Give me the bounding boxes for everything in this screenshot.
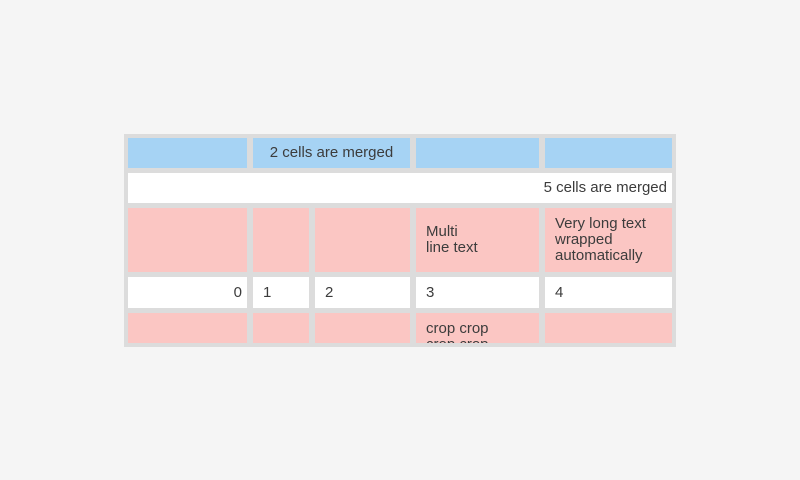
table-cell-r4-c0[interactable] bbox=[128, 313, 247, 343]
table-cell-r3-c2[interactable]: 2 bbox=[315, 277, 410, 308]
table-cell-r4-c1[interactable] bbox=[253, 313, 309, 343]
table-cell-r0-merged-c1-c2[interactable]: 2 cells are merged bbox=[253, 138, 410, 168]
table-cell-r2-c4-wrapped[interactable]: Very long text wrapped automatically bbox=[545, 208, 672, 272]
table-cell-r2-c1[interactable] bbox=[253, 208, 309, 272]
table-grid: 2 cells are merged 5 cells are merged Mu… bbox=[128, 138, 672, 343]
table-cell-r2-c3-multiline[interactable]: Multi line text bbox=[416, 208, 539, 272]
table-cell-r3-c3[interactable]: 3 bbox=[416, 277, 539, 308]
table-widget[interactable]: 2 cells are merged 5 cells are merged Mu… bbox=[124, 134, 676, 347]
table-cell-r0-c0[interactable] bbox=[128, 138, 247, 168]
table-cell-r3-c1[interactable]: 1 bbox=[253, 277, 309, 308]
table-cell-r3-c4[interactable]: 4 bbox=[545, 277, 672, 308]
table-cell-r1-merged-all[interactable]: 5 cells are merged bbox=[128, 173, 672, 203]
table-cell-r4-c3-cropped-text[interactable]: crop crop crop crop bbox=[416, 313, 539, 343]
table-cell-r2-c0[interactable] bbox=[128, 208, 247, 272]
table-cell-r3-c0[interactable]: 0 bbox=[128, 277, 247, 308]
table-cell-r4-c4[interactable] bbox=[545, 313, 672, 343]
table-cell-r4-c2[interactable] bbox=[315, 313, 410, 343]
table-cell-r0-c4[interactable] bbox=[545, 138, 672, 168]
table-cell-r2-c2[interactable] bbox=[315, 208, 410, 272]
table-clip-area: 2 cells are merged 5 cells are merged Mu… bbox=[128, 138, 672, 343]
table-cell-r0-c3[interactable] bbox=[416, 138, 539, 168]
